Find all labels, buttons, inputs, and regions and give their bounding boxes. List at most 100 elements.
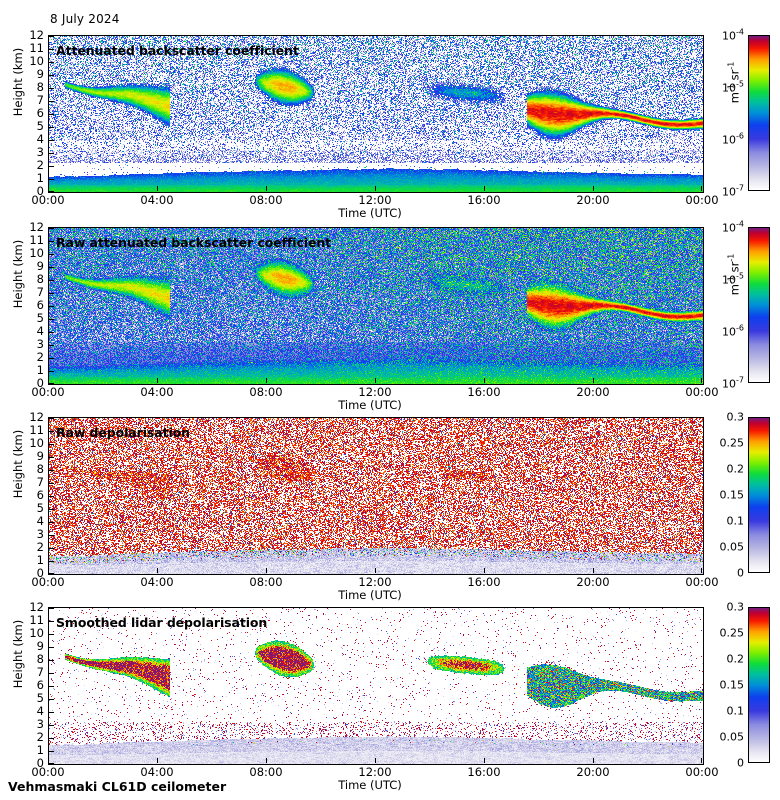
x-tick-labels: 00:00 04:00 08:00 12:00 16:00 20:00 00:00 (31, 575, 718, 595)
y-tick-label: 4 (36, 324, 44, 338)
y-tick-mark (49, 647, 54, 648)
panel-smoothed-lidar-depolarisation: Height (km) 0 1 2 3 4 5 6 7 8 9 10 11 12 Smoothed lida… (0, 600, 780, 792)
y-tick-mark (49, 75, 54, 76)
y-tick-label: 4 (36, 704, 44, 718)
y-tick-mark (49, 101, 54, 102)
x-tick-label: 00:00 (685, 575, 719, 589)
x-tick-mark (593, 758, 594, 763)
y-tick-label: 11 (29, 613, 44, 627)
y-tick-label: 8 (36, 462, 44, 476)
x-tick-label: 04:00 (140, 575, 174, 589)
colorbar-depolarisation (748, 607, 770, 763)
y-tick-mark (49, 254, 54, 255)
y-tick-mark (49, 166, 54, 167)
x-tick-mark (593, 186, 594, 191)
colorbar-tick-label: 0.3 (726, 600, 745, 614)
colorbar-tick-label: 0.1 (726, 514, 745, 528)
x-tick-label: 20:00 (576, 575, 610, 589)
y-tick-mark (49, 608, 54, 609)
x-tick-label: 16:00 (467, 385, 501, 399)
y-tick-label: 10 (29, 246, 44, 260)
y-tick-label: 2 (36, 730, 44, 744)
y-tick-mark (49, 383, 54, 384)
colorbar-canvas (749, 608, 769, 762)
x-tick-label: 20:00 (576, 385, 610, 399)
y-tick-mark (49, 49, 54, 50)
colorbar-tick-label: 10-4 (722, 219, 744, 235)
y-tick-labels: 0 1 2 3 4 5 6 7 8 9 10 11 12 (12, 410, 44, 580)
x-tick-labels: 00:00 04:00 08:00 12:00 16:00 20:00 00:00 (31, 765, 718, 785)
x-tick-labels: 00:00 04:00 08:00 12:00 16:00 20:00 00:00 (31, 193, 718, 213)
x-tick-mark (375, 186, 376, 191)
plot-area-raw-depolarisation[interactable] (48, 417, 704, 575)
y-tick-label: 7 (36, 93, 44, 107)
x-tick-mark (701, 568, 702, 573)
y-tick-label: 4 (36, 514, 44, 528)
y-tick-label: 12 (29, 600, 44, 614)
colorbar-tick-label: 10-6 (722, 323, 744, 339)
y-tick-label: 5 (36, 119, 44, 133)
y-tick-label: 3 (36, 337, 44, 351)
x-tick-label: 00:00 (31, 765, 65, 779)
colorbar-canvas (749, 418, 769, 572)
y-tick-mark (49, 699, 54, 700)
y-tick-mark (49, 241, 54, 242)
date-header: 8 July 2024 (50, 12, 120, 26)
x-tick-label: 08:00 (249, 193, 283, 207)
y-tick-marks (49, 36, 55, 192)
y-tick-labels: 0 1 2 3 4 5 6 7 8 9 10 11 12 (12, 28, 44, 198)
x-tick-marks (48, 186, 704, 192)
y-tick-mark (49, 634, 54, 635)
y-tick-label: 0 (36, 756, 44, 770)
colorbar-tick-label: 0.05 (719, 540, 745, 554)
x-tick-mark (48, 378, 49, 383)
y-tick-mark (49, 345, 54, 346)
y-tick-mark (49, 483, 54, 484)
panel-raw-attenuated-backscatter: Height (km) 0 1 2 3 4 5 6 7 8 9 10 11 12 Raw attenuate… (0, 219, 780, 412)
y-tick-mark (49, 280, 54, 281)
y-tick-mark (49, 509, 54, 510)
colorbar-tick-labels: 0.3 0.25 0.2 0.15 0.1 0.05 0 (700, 411, 746, 580)
y-tick-label: 1 (36, 743, 44, 757)
x-tick-marks (48, 378, 704, 384)
y-tick-label: 7 (36, 665, 44, 679)
y-tick-mark (49, 738, 54, 739)
x-tick-label: 16:00 (467, 575, 501, 589)
y-tick-mark (49, 444, 54, 445)
x-tick-mark (484, 186, 485, 191)
colorbar-tick-labels: 10-4 10-5 10-6 10-7 (700, 28, 746, 199)
x-tick-label: 16:00 (467, 765, 501, 779)
x-tick-label: 04:00 (140, 765, 174, 779)
plot-area-attenuated-backscatter[interactable] (48, 35, 704, 193)
x-tick-mark (48, 568, 49, 573)
plot-area-raw-attenuated-backscatter[interactable] (48, 227, 704, 385)
x-tick-marks (48, 568, 704, 574)
x-tick-mark (266, 186, 267, 191)
y-tick-label: 8 (36, 80, 44, 94)
colorbar-canvas (749, 228, 769, 382)
x-tick-label: 12:00 (358, 385, 392, 399)
x-tick-label: 00:00 (685, 765, 719, 779)
x-tick-label: 08:00 (249, 765, 283, 779)
colorbar-tick-label: 0.3 (726, 410, 745, 424)
y-tick-label: 8 (36, 652, 44, 666)
colorbar-gradient (748, 417, 770, 573)
y-tick-mark (49, 457, 54, 458)
colorbar-tick-label: 0.25 (719, 436, 745, 450)
y-tick-mark (49, 62, 54, 63)
y-tick-mark (49, 712, 54, 713)
x-tick-label: 00:00 (31, 385, 65, 399)
colorbar-unit-label: m-1 sr-1 (726, 253, 742, 296)
y-tick-mark (49, 686, 54, 687)
y-tick-mark (49, 548, 54, 549)
plot-area-smoothed-lidar-depolarisation[interactable] (48, 607, 704, 765)
x-tick-label: 04:00 (140, 385, 174, 399)
x-tick-label: 20:00 (576, 193, 610, 207)
y-tick-label: 1 (36, 553, 44, 567)
y-tick-mark (49, 418, 54, 419)
y-tick-label: 9 (36, 449, 44, 463)
y-tick-mark (49, 319, 54, 320)
x-tick-mark (375, 758, 376, 763)
colorbar-tick-label: 10-5 (722, 271, 744, 287)
y-tick-label: 7 (36, 285, 44, 299)
